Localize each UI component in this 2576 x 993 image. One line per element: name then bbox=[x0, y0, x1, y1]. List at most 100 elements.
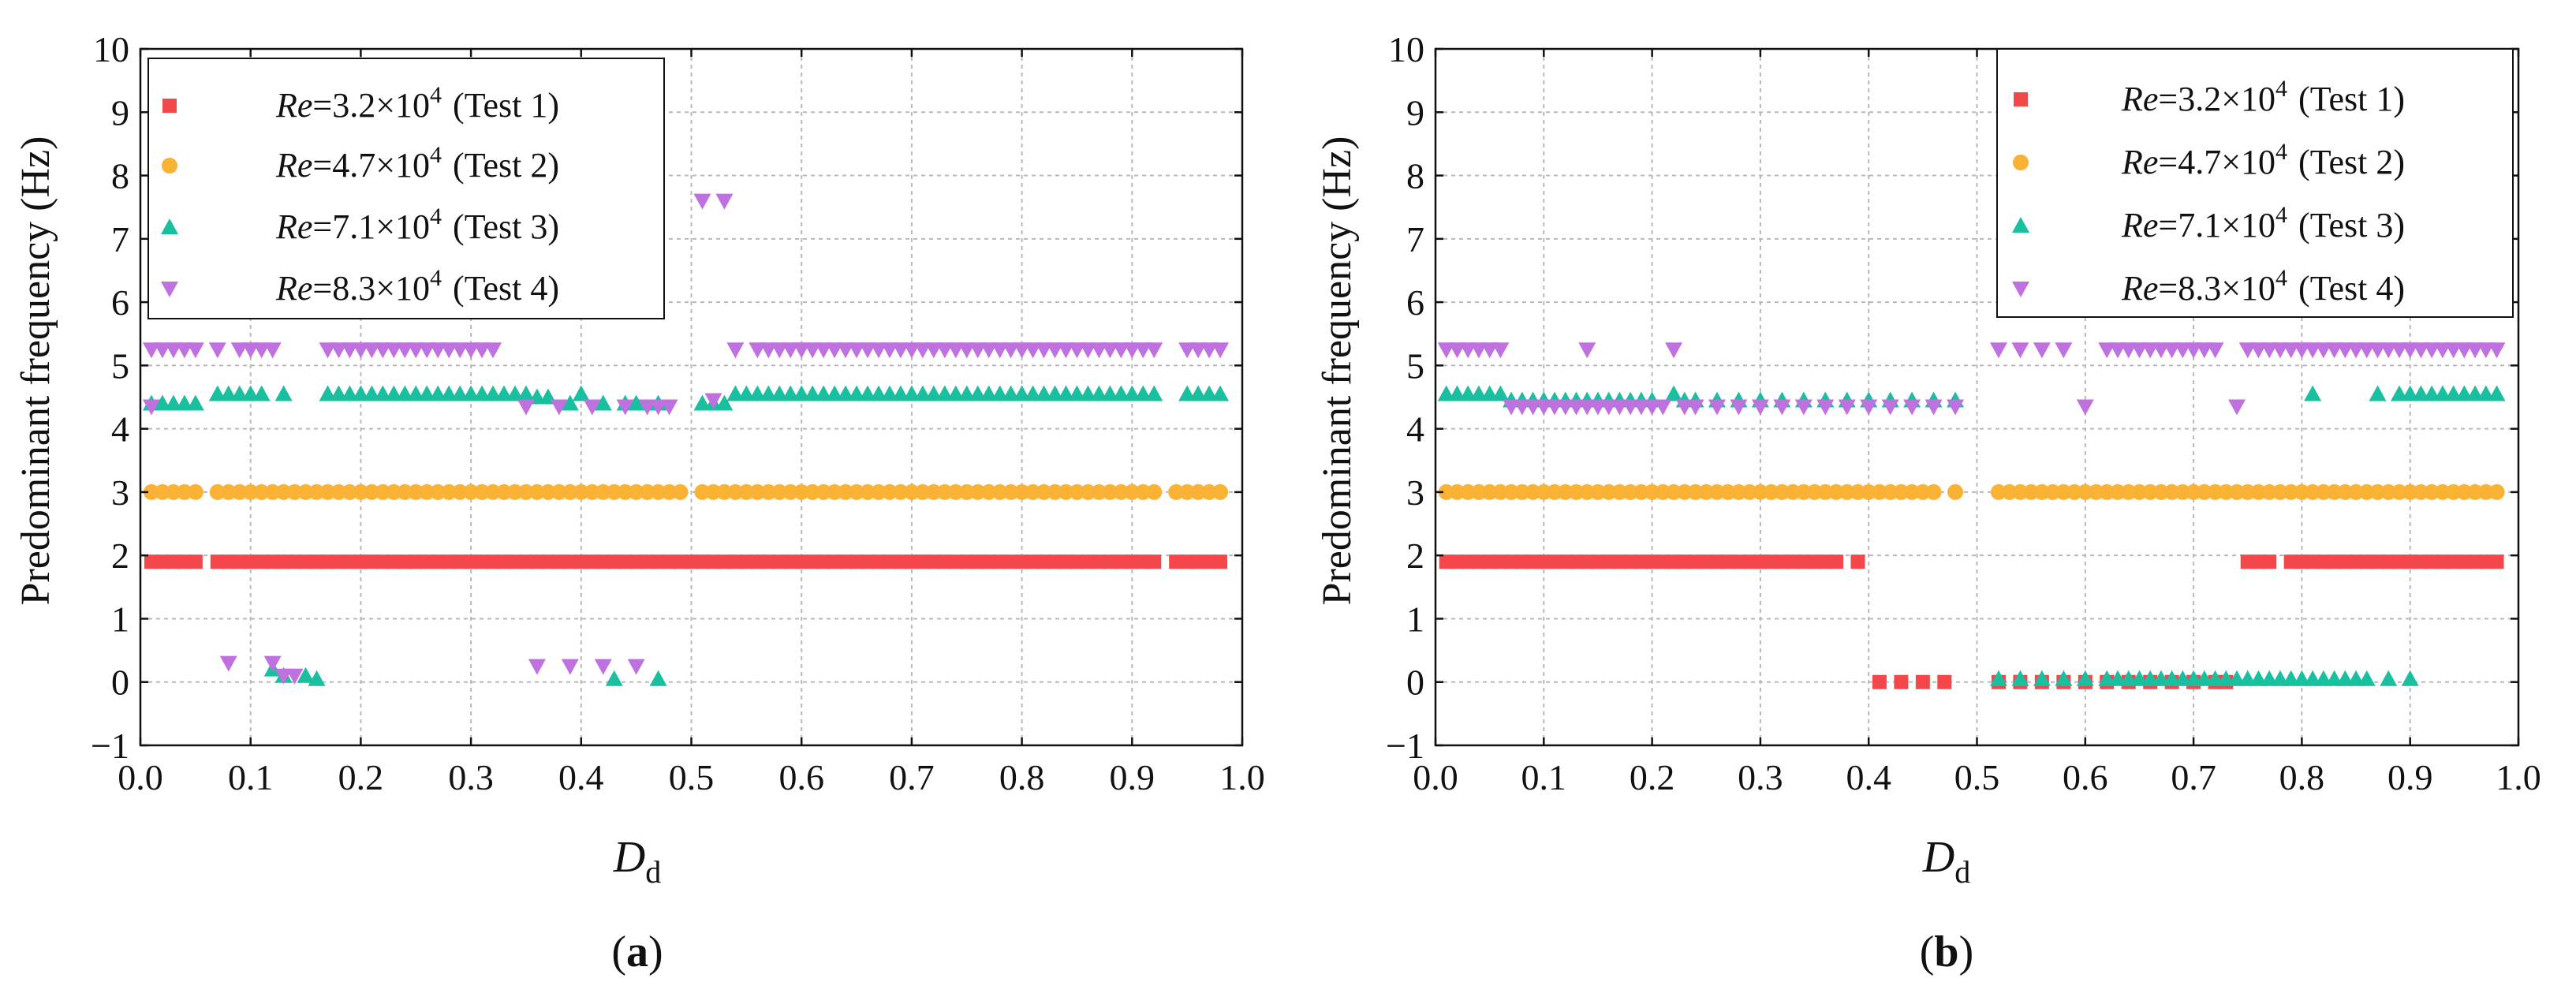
data-point-test2 bbox=[2337, 483, 2354, 500]
data-point-test1 bbox=[717, 554, 732, 569]
data-point-test2 bbox=[1503, 483, 1520, 500]
data-point-test3 bbox=[605, 670, 623, 686]
data-point-test2 bbox=[2250, 483, 2267, 500]
data-point-test3 bbox=[1178, 385, 1197, 401]
data-point-test4 bbox=[1134, 342, 1152, 359]
data-point-test3 bbox=[891, 385, 909, 401]
data-point-test2 bbox=[485, 483, 502, 500]
y-tick-labels-b: −1 0 1 2 3 4 5 6 7 8 9 10 bbox=[1386, 29, 1424, 766]
data-point-test1 bbox=[188, 554, 203, 569]
data-point-test3 bbox=[859, 385, 877, 401]
data-point-test1 bbox=[861, 554, 875, 569]
data-point-test1 bbox=[1558, 554, 1573, 569]
data-point-test1 bbox=[265, 554, 280, 569]
data-point-test2 bbox=[838, 483, 854, 500]
data-point-test1 bbox=[364, 554, 379, 569]
data-point-test4 bbox=[1068, 342, 1086, 359]
data-point-test3 bbox=[308, 670, 326, 686]
data-point-test3 bbox=[2055, 670, 2073, 686]
data-point-test1 bbox=[728, 554, 743, 569]
data-point-test1 bbox=[497, 554, 512, 569]
y-tick-label: 2 bbox=[1406, 536, 1424, 576]
data-point-test2 bbox=[2456, 483, 2473, 500]
data-point-test3 bbox=[935, 385, 954, 401]
data-point-test1 bbox=[254, 554, 269, 569]
data-point-test4 bbox=[451, 342, 469, 359]
data-point-test3 bbox=[848, 385, 866, 401]
data-point-test1 bbox=[827, 554, 842, 569]
data-point-test1 bbox=[166, 554, 181, 569]
data-point-test4 bbox=[760, 342, 778, 359]
data-point-test3 bbox=[462, 385, 480, 401]
data-point-test2 bbox=[2109, 483, 2126, 500]
data-point-test2 bbox=[2380, 483, 2397, 500]
data-point-test3 bbox=[473, 385, 491, 401]
data-point-test4 bbox=[2488, 342, 2506, 359]
data-point-test1 bbox=[475, 554, 490, 569]
data-point-test2 bbox=[849, 483, 865, 500]
data-point-test1 bbox=[1829, 554, 1844, 569]
data-point-test2 bbox=[441, 483, 457, 500]
data-point-test2 bbox=[2196, 483, 2212, 500]
data-point-test2 bbox=[1698, 483, 1715, 500]
data-point-test2 bbox=[1708, 483, 1725, 500]
data-point-test1 bbox=[1601, 554, 1616, 569]
legend-box-b bbox=[1996, 48, 2514, 318]
data-point-test4 bbox=[319, 342, 337, 359]
data-point-test1 bbox=[464, 554, 479, 569]
data-point-test1 bbox=[2294, 554, 2309, 569]
data-point-test1 bbox=[1114, 554, 1129, 569]
data-point-test1 bbox=[1677, 554, 1692, 569]
data-point-test3 bbox=[429, 385, 447, 401]
x-tick-label: 0.1 bbox=[1521, 757, 1567, 797]
data-point-test2 bbox=[1014, 483, 1030, 500]
data-point-test3 bbox=[913, 385, 931, 401]
data-point-test2 bbox=[771, 483, 788, 500]
y-tick-label: 8 bbox=[1406, 156, 1424, 196]
y-tick-label: 5 bbox=[1406, 345, 1424, 386]
data-point-test2 bbox=[2488, 483, 2505, 500]
panel-caption-b: (b) bbox=[1920, 928, 1973, 976]
data-point-test2 bbox=[1817, 483, 1834, 500]
data-point-test2 bbox=[1850, 483, 1866, 500]
data-point-test2 bbox=[1622, 483, 1639, 500]
data-point-test2 bbox=[342, 483, 358, 500]
data-point-test1 bbox=[1645, 554, 1659, 569]
data-point-test1 bbox=[750, 554, 765, 569]
data-point-test2 bbox=[1904, 483, 1921, 500]
data-point-test1 bbox=[662, 554, 677, 569]
data-point-test4 bbox=[407, 342, 425, 359]
data-point-test4 bbox=[1751, 399, 1769, 416]
data-point-test4 bbox=[991, 342, 1009, 359]
data-point-test4 bbox=[429, 342, 447, 359]
data-point-test4 bbox=[241, 342, 259, 359]
data-point-test2 bbox=[595, 483, 611, 500]
data-point-test3 bbox=[649, 670, 667, 686]
data-point-test3 bbox=[1068, 385, 1086, 401]
x-tick-label: 0.4 bbox=[1846, 757, 1891, 797]
data-point-test4 bbox=[869, 342, 887, 359]
data-point-test4 bbox=[1773, 399, 1791, 416]
data-point-test1 bbox=[926, 554, 941, 569]
data-point-test3 bbox=[1079, 385, 1097, 401]
data-point-test1 bbox=[1753, 554, 1768, 569]
data-point-test2 bbox=[2261, 483, 2278, 500]
legend-marker-circle bbox=[2013, 155, 2029, 170]
data-point-test2 bbox=[1687, 483, 1704, 500]
data-point-test3 bbox=[1189, 385, 1208, 401]
data-point-test1 bbox=[871, 554, 886, 569]
data-point-test3 bbox=[1057, 385, 1075, 401]
data-point-test1 bbox=[981, 554, 996, 569]
data-point-test2 bbox=[2001, 483, 2018, 500]
data-point-test4 bbox=[164, 342, 182, 359]
data-point-test1 bbox=[1482, 554, 1497, 569]
data-point-test1 bbox=[805, 554, 820, 569]
data-point-test2 bbox=[2358, 483, 2375, 500]
data-point-test4 bbox=[771, 342, 789, 359]
data-point-test4 bbox=[1794, 399, 1813, 416]
data-point-test4 bbox=[1112, 342, 1130, 359]
data-point-test3 bbox=[1665, 385, 1683, 401]
data-point-test1 bbox=[1047, 554, 1062, 569]
y-tick-label: 1 bbox=[111, 599, 129, 639]
